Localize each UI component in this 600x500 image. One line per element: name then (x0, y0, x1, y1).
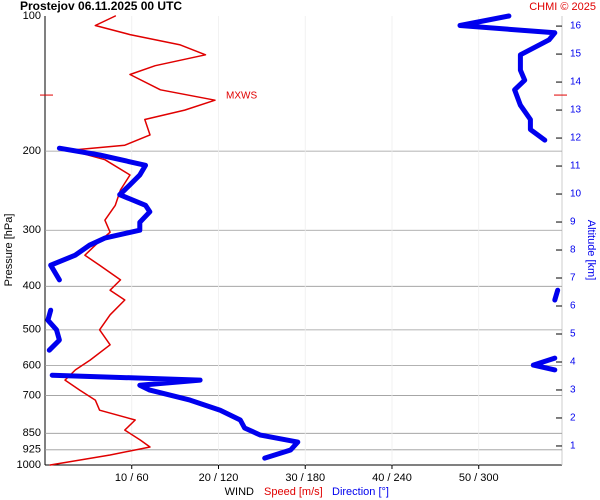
credit: CHMI © 2025 (529, 1, 596, 13)
y2-tick-label: 2 (570, 413, 576, 424)
y-tick-label: 500 (23, 324, 41, 336)
y2-tick-label: 7 (570, 273, 576, 284)
y2-tick-label: 13 (570, 105, 582, 116)
y-tick-label: 100 (23, 10, 41, 22)
y2-tick-label: 15 (570, 49, 582, 60)
y2-tick-label: 6 (570, 301, 576, 312)
y-tick-label: 300 (23, 224, 41, 236)
y2-tick-label: 5 (570, 329, 576, 340)
legend-direction: Direction [°] (332, 486, 389, 498)
y-tick-label: 925 (23, 444, 41, 456)
y-tick-label: 1000 (17, 459, 41, 471)
x-tick-label: 20 / 120 (199, 472, 239, 484)
x-axis-label: WIND (225, 486, 254, 498)
direction-line (457, 13, 558, 143)
x-tick-label: 30 / 180 (285, 472, 325, 484)
direction-line (45, 307, 62, 353)
y-tick-label: 400 (23, 280, 41, 292)
annotation: MXWS (226, 91, 257, 102)
direction-line (48, 145, 153, 283)
x-tick-label: 10 / 60 (115, 472, 149, 484)
y2-tick-label: 16 (570, 21, 582, 32)
y-tick-label: 850 (23, 427, 41, 439)
y2-tick-label: 11 (570, 161, 581, 172)
chart-title: Prostejov 06.11.2025 00 UTC (20, 0, 182, 13)
y2-tick-label: 10 (570, 189, 582, 200)
y-tick-label: 200 (23, 145, 41, 157)
y2-tick-label: 14 (570, 77, 582, 88)
y-tick-label: 600 (23, 359, 41, 371)
y2-tick-label: 4 (570, 357, 576, 368)
x-tick-label: 50 / 300 (459, 472, 499, 484)
x-tick-label: 40 / 240 (372, 472, 412, 484)
y2-tick-label: 3 (570, 385, 576, 396)
y-axis-label: Pressure [hPa] (3, 214, 15, 287)
y2-tick-label: 8 (570, 245, 576, 256)
direction-line (49, 372, 301, 461)
y2-tick-label: 9 (570, 217, 576, 228)
y2-tick-label: 1 (570, 441, 576, 452)
direction-line (552, 287, 561, 303)
legend-speed: Speed [m/s] (264, 486, 323, 498)
y-tick-label: 700 (23, 389, 41, 401)
y2-axis-label: Altitude [km] (585, 220, 597, 281)
y2-tick-label: 12 (570, 133, 582, 144)
direction-line (530, 355, 558, 373)
